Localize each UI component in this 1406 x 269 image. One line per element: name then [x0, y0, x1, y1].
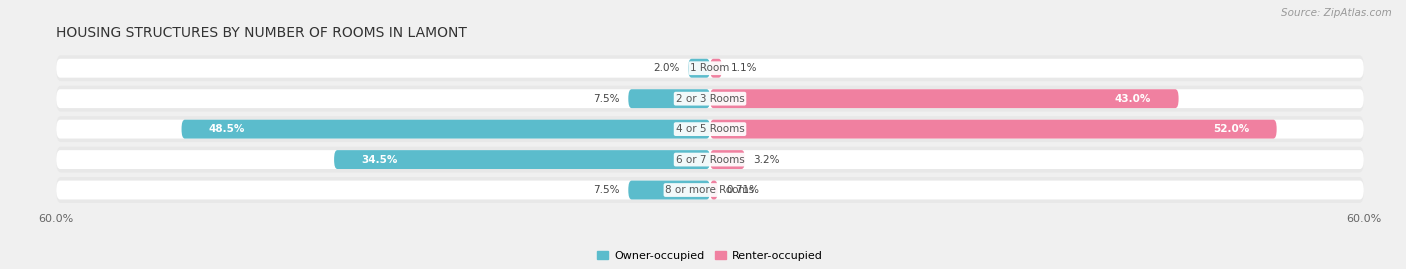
Text: 2.0%: 2.0%	[654, 63, 679, 73]
Text: 3.2%: 3.2%	[754, 155, 780, 165]
FancyBboxPatch shape	[56, 120, 1364, 139]
Text: 34.5%: 34.5%	[361, 155, 398, 165]
Legend: Owner-occupied, Renter-occupied: Owner-occupied, Renter-occupied	[593, 247, 827, 266]
FancyBboxPatch shape	[710, 120, 1277, 139]
FancyBboxPatch shape	[628, 89, 710, 108]
Text: Source: ZipAtlas.com: Source: ZipAtlas.com	[1281, 8, 1392, 18]
FancyBboxPatch shape	[710, 59, 723, 78]
FancyBboxPatch shape	[56, 150, 1364, 169]
Text: 1 Room: 1 Room	[690, 63, 730, 73]
FancyBboxPatch shape	[56, 116, 1364, 142]
Text: 0.71%: 0.71%	[727, 185, 759, 195]
Text: 8 or more Rooms: 8 or more Rooms	[665, 185, 755, 195]
FancyBboxPatch shape	[181, 120, 710, 139]
FancyBboxPatch shape	[56, 147, 1364, 172]
Text: 4 or 5 Rooms: 4 or 5 Rooms	[676, 124, 744, 134]
FancyBboxPatch shape	[56, 180, 1364, 200]
Text: HOUSING STRUCTURES BY NUMBER OF ROOMS IN LAMONT: HOUSING STRUCTURES BY NUMBER OF ROOMS IN…	[56, 26, 467, 40]
FancyBboxPatch shape	[56, 59, 1364, 78]
FancyBboxPatch shape	[710, 180, 718, 200]
FancyBboxPatch shape	[56, 86, 1364, 112]
Text: 48.5%: 48.5%	[208, 124, 245, 134]
FancyBboxPatch shape	[56, 55, 1364, 81]
FancyBboxPatch shape	[710, 89, 1178, 108]
Text: 6 or 7 Rooms: 6 or 7 Rooms	[676, 155, 744, 165]
Text: 43.0%: 43.0%	[1115, 94, 1152, 104]
FancyBboxPatch shape	[56, 89, 1364, 108]
FancyBboxPatch shape	[335, 150, 710, 169]
FancyBboxPatch shape	[628, 180, 710, 200]
FancyBboxPatch shape	[56, 177, 1364, 203]
Text: 7.5%: 7.5%	[593, 94, 620, 104]
Text: 2 or 3 Rooms: 2 or 3 Rooms	[676, 94, 744, 104]
FancyBboxPatch shape	[689, 59, 710, 78]
FancyBboxPatch shape	[710, 150, 745, 169]
Text: 52.0%: 52.0%	[1213, 124, 1250, 134]
Text: 7.5%: 7.5%	[593, 185, 620, 195]
Text: 1.1%: 1.1%	[731, 63, 758, 73]
